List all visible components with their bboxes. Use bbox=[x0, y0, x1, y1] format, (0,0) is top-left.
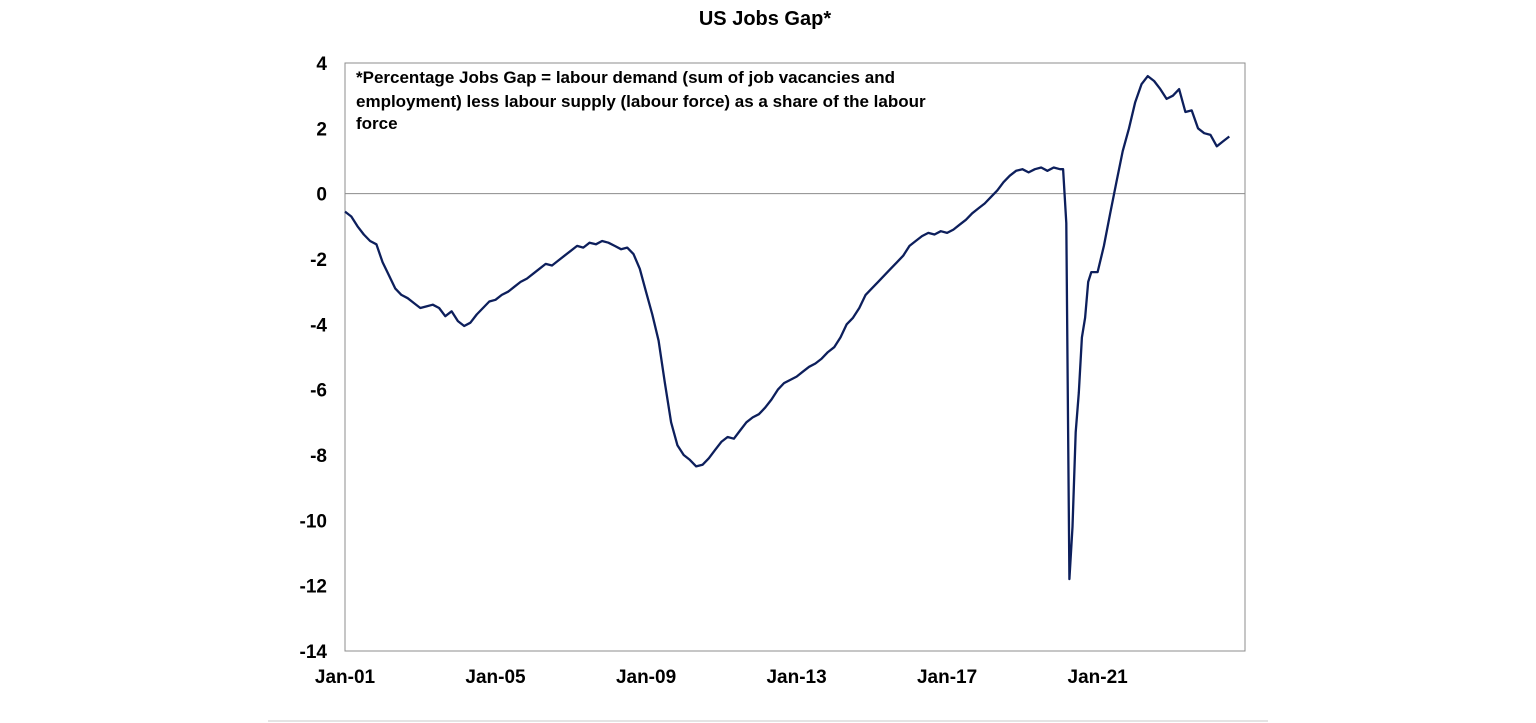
series-line-jobs-gap bbox=[344, 74, 1231, 581]
annotation-line-1: *Percentage Jobs Gap = labour demand (su… bbox=[356, 68, 895, 87]
x-tick-label: Jan-05 bbox=[465, 667, 526, 688]
x-tick-label: Jan-13 bbox=[766, 667, 826, 688]
x-tick-label: Jan-01 bbox=[315, 667, 376, 688]
chart-title: US Jobs Gap* bbox=[699, 8, 831, 30]
y-tick-label: -14 bbox=[300, 642, 328, 663]
x-tick-label: Jan-09 bbox=[616, 667, 676, 688]
x-axis: Jan-01 Jan-05 Jan-09 Jan-13 Jan-17 Jan-21 bbox=[315, 667, 1128, 688]
y-tick-label: -6 bbox=[310, 381, 327, 402]
y-tick-label: -4 bbox=[310, 315, 327, 336]
x-tick-label: Jan-17 bbox=[917, 667, 977, 688]
annotation-line-2: employment) less labour supply (labour f… bbox=[356, 92, 926, 111]
y-tick-label: 0 bbox=[316, 185, 327, 206]
annotation-line-3: force bbox=[356, 114, 398, 133]
plot-area-frame bbox=[344, 62, 1246, 652]
y-tick-label: -8 bbox=[310, 446, 327, 467]
y-tick-label: -10 bbox=[300, 511, 327, 532]
x-tick-label: Jan-21 bbox=[1068, 667, 1129, 688]
y-tick-label: 4 bbox=[316, 54, 327, 75]
chart-annotation: *Percentage Jobs Gap = labour demand (su… bbox=[356, 68, 926, 133]
y-axis: 4 2 0 -2 -4 -6 -8 -10 -12 -14 bbox=[300, 54, 328, 663]
y-tick-label: 2 bbox=[316, 119, 327, 140]
y-tick-label: -12 bbox=[300, 577, 327, 598]
y-tick-label: -2 bbox=[310, 250, 327, 271]
